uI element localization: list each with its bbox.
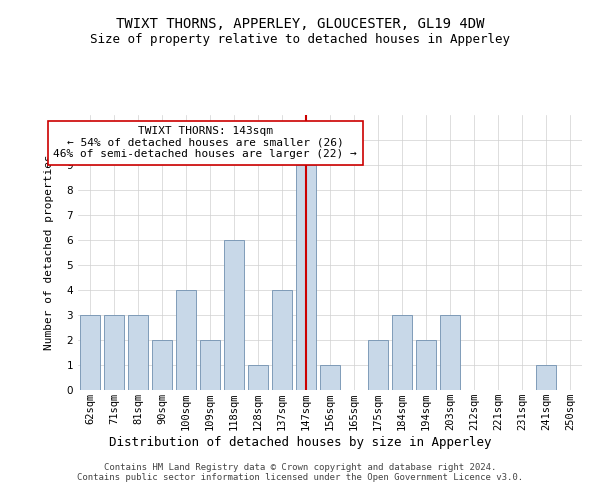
Bar [224,240,244,390]
Bar [152,340,172,390]
Bar [536,365,556,390]
Text: Size of property relative to detached houses in Apperley: Size of property relative to detached ho… [90,32,510,46]
Bar [104,315,124,390]
Bar [80,315,100,390]
Bar [320,365,340,390]
Text: Contains HM Land Registry data © Crown copyright and database right 2024.
Contai: Contains HM Land Registry data © Crown c… [77,463,523,482]
Bar [248,365,268,390]
Bar [440,315,460,390]
Y-axis label: Number of detached properties: Number of detached properties [44,154,55,350]
Bar [416,340,436,390]
Bar [368,340,388,390]
Bar [128,315,148,390]
Text: Distribution of detached houses by size in Apperley: Distribution of detached houses by size … [109,436,491,449]
Bar [272,290,292,390]
Bar [176,290,196,390]
Text: TWIXT THORNS: 143sqm
← 54% of detached houses are smaller (26)
46% of semi-detac: TWIXT THORNS: 143sqm ← 54% of detached h… [53,126,357,160]
Bar [200,340,220,390]
Bar [296,165,316,390]
Text: TWIXT THORNS, APPERLEY, GLOUCESTER, GL19 4DW: TWIXT THORNS, APPERLEY, GLOUCESTER, GL19… [116,18,484,32]
Bar [392,315,412,390]
